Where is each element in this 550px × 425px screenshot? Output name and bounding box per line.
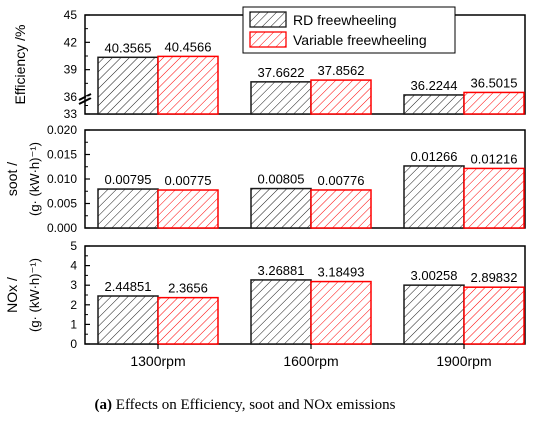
soot-bar xyxy=(463,167,525,229)
soot-data-label: 0.01216 xyxy=(471,151,518,166)
soot-data-label: 0.00795 xyxy=(105,172,152,187)
soot-ytick-label: 0.020 xyxy=(47,123,77,137)
efficiency-ytick-label: 33 xyxy=(64,107,78,121)
nox-bar xyxy=(463,286,525,345)
efficiency-bar xyxy=(310,79,372,115)
soot-data-label: 0.01266 xyxy=(411,149,458,164)
nox-ylabel-unit: (g· (kW·h)⁻¹) xyxy=(27,258,42,332)
nox-data-label: 3.00258 xyxy=(411,268,458,283)
efficiency-data-label: 40.4566 xyxy=(165,39,212,54)
xtick-label: 1300rpm xyxy=(130,353,185,369)
efficiency-panel: 45 42 39 36 33 Efficiency /% 40.3565 37.6622 36.… xyxy=(12,6,526,121)
soot-ylabel: soot / xyxy=(4,162,20,196)
nox-data-label: 2.44851 xyxy=(105,279,152,294)
soot-ytick-label: 0.000 xyxy=(47,221,77,235)
nox-bar xyxy=(250,279,312,345)
efficiency-bar xyxy=(463,91,525,115)
nox-panel: 5 4 3 2 1 0 NOx / (g· (kW·h)⁻¹) 2.44851 3.26881 3.… xyxy=(4,239,526,369)
nox-ytick-label: 2 xyxy=(70,298,77,312)
nox-data-label: 2.3656 xyxy=(168,281,208,296)
soot-ytick-label: 0.015 xyxy=(47,148,77,162)
efficiency-ytick-label: 39 xyxy=(64,63,78,77)
efficiency-ytick-label: 36 xyxy=(64,90,78,104)
legend-swatch xyxy=(249,31,287,48)
figure-caption: (a) Effects on Efficiency, soot and NOx … xyxy=(95,397,396,413)
soot-data-label: 0.00805 xyxy=(258,172,305,187)
nox-bar xyxy=(97,295,159,345)
soot-bar xyxy=(97,188,159,229)
soot-panel: 0.020 0.015 0.010 0.005 0.000 soot / (g· (kW·h… xyxy=(4,123,526,235)
caption-text: Effects on Efficiency, soot and NOx emis… xyxy=(112,397,396,413)
axis-break-mark xyxy=(78,93,92,101)
xtick-label: 1600rpm xyxy=(283,353,338,369)
efficiency-bar xyxy=(250,81,312,115)
nox-ytick-label: 0 xyxy=(70,337,77,351)
nox-data-label: 2.89832 xyxy=(471,270,518,285)
legend-swatch xyxy=(249,11,287,28)
efficiency-data-label: 40.3565 xyxy=(105,40,152,55)
soot-bar xyxy=(157,189,219,229)
soot-data-label: 0.00775 xyxy=(165,173,212,188)
efficiency-ytick-label: 42 xyxy=(64,35,78,49)
efficiency-data-label: 36.2244 xyxy=(411,78,458,93)
nox-ytick-label: 5 xyxy=(70,239,77,253)
efficiency-data-label: 37.8562 xyxy=(318,63,365,78)
efficiency-ytick-label: 45 xyxy=(64,8,78,22)
axis-break-mark xyxy=(78,97,92,105)
soot-ytick-label: 0.010 xyxy=(47,172,77,186)
legend-entry: RD freewheeling xyxy=(293,12,397,28)
nox-ylabel: NOx / xyxy=(4,277,20,313)
efficiency-data-label: 36.5015 xyxy=(471,75,518,90)
efficiency-bar xyxy=(157,55,219,115)
nox-bar xyxy=(403,284,465,345)
efficiency-bar xyxy=(403,94,465,115)
soot-data-label: 0.00776 xyxy=(318,173,365,188)
soot-bar xyxy=(310,189,372,229)
soot-bar xyxy=(403,165,465,229)
legend-entry: Variable freewheeling xyxy=(293,32,427,48)
nox-bar xyxy=(157,296,219,345)
efficiency-bar xyxy=(97,56,159,115)
nox-ytick-label: 3 xyxy=(70,278,77,292)
nox-data-label: 3.18493 xyxy=(318,265,365,280)
nox-bar xyxy=(310,280,372,345)
xtick-label: 1900rpm xyxy=(436,353,491,369)
nox-ytick-label: 1 xyxy=(70,317,77,331)
nox-ytick-label: 4 xyxy=(70,259,77,273)
soot-ylabel-unit: (g· (kW·h)⁻¹) xyxy=(27,142,42,216)
soot-ytick-label: 0.005 xyxy=(47,197,77,211)
efficiency-ylabel: Efficiency /% xyxy=(12,25,28,105)
soot-bar xyxy=(250,187,312,229)
caption-label: (a) xyxy=(95,397,113,413)
efficiency-data-label: 37.6622 xyxy=(258,65,305,80)
nox-data-label: 3.26881 xyxy=(258,263,305,278)
